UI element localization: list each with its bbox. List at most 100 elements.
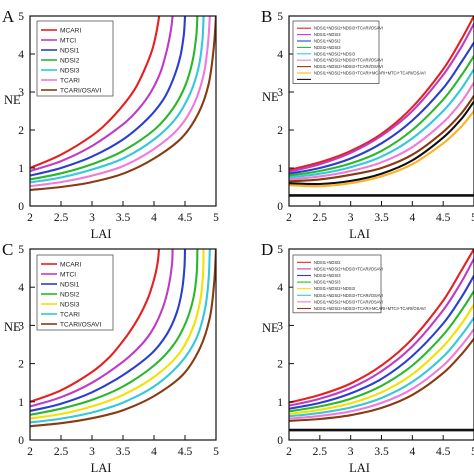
- legend-entry: NDSI1: [60, 281, 80, 288]
- series-line-8: [289, 109, 474, 188]
- x-tick-label: 4.5: [178, 212, 193, 224]
- y-tick-label: 4: [18, 282, 24, 294]
- series-line-1: [289, 16, 474, 171]
- y-tick-label: 1: [18, 163, 24, 175]
- legend-entry: NDSI2: [60, 57, 80, 64]
- x-tick-label: 4.5: [178, 446, 193, 458]
- series-line-7: [30, 249, 216, 428]
- y-tick-label: 1: [277, 163, 283, 175]
- y-tick-label: 4: [18, 49, 24, 61]
- y-tick-label: 5: [277, 244, 283, 256]
- panel-d: 2 2.5 3 3.5 4 4.5 5012345LAINEDNDSI1+NDSI2NDSI…: [261, 240, 474, 474]
- legend-box: [292, 254, 382, 314]
- series-group: [289, 249, 474, 432]
- x-tick-label: 4.5: [436, 446, 451, 458]
- series-line-1: [30, 249, 161, 403]
- y-tick-label: 4: [277, 282, 283, 294]
- y-tick-label: 2: [18, 125, 24, 137]
- y-tick-label: 1: [18, 397, 24, 409]
- series-line-4: [289, 54, 474, 177]
- x-tick-label: 5: [471, 446, 474, 458]
- series-line-3: [30, 16, 187, 177]
- y-axis-label: NE: [4, 320, 21, 334]
- x-tick-label: 3: [89, 446, 95, 458]
- series-group: [30, 16, 216, 192]
- legend-entry: NDSI1+NDSI2+NDSI3+TCARI+MCARI+MTCI+TCARI…: [314, 70, 426, 75]
- panel-letter: B: [261, 7, 272, 26]
- series-line-6: [30, 16, 211, 188]
- panel-letter: C: [2, 240, 13, 259]
- series-line-4: [289, 289, 474, 413]
- series-line-6: [289, 316, 474, 418]
- legend-entry: NDSI1+NDSI3: [314, 32, 341, 37]
- legend-entry: MTCI: [60, 271, 76, 278]
- legend-entry: TCARI/OSAVI: [60, 87, 101, 94]
- y-tick-label: 0: [277, 201, 283, 213]
- legend: NDSI1+NDSI2NDSI1+NDSI2+NDSI3+TCARI/OSAVI…: [292, 254, 426, 314]
- legend-entry: NDSI1+NDSI2+NDSI3+TCARI/OSAVI: [314, 266, 383, 271]
- y-tick-label: 1: [277, 397, 283, 409]
- legend-entry: TCARI: [60, 311, 80, 318]
- panel-letter: D: [261, 240, 273, 259]
- y-tick-label: 2: [277, 125, 283, 137]
- y-tick-label: 3: [277, 320, 283, 332]
- legend-entry: NDSI1+NDSI2+NDSI3: [314, 286, 356, 291]
- legend-entry: NDSI1+NDSI2+NDSI3+TCARI/OSAVI: [314, 58, 383, 63]
- legend-entry: NDSI1+NDSI2+NDSI3+TCARI+MCARI+MTCI+TCARI…: [314, 306, 426, 311]
- x-axis-label: LAI: [349, 461, 370, 474]
- legend-entry: NDSI1+NDSI2: [314, 260, 341, 265]
- series-line-6: [30, 249, 211, 424]
- legend-entry: MCARI: [60, 261, 81, 268]
- y-tick-label: 3: [277, 87, 283, 99]
- x-tick-label: 3: [348, 212, 354, 224]
- series-line-2: [289, 257, 474, 407]
- series-line-3: [30, 249, 187, 413]
- series-line-1: [30, 16, 161, 170]
- series-line-3: [289, 41, 474, 175]
- legend-entry: NDSI1+NDSI2: [314, 38, 341, 43]
- series-line-6: [289, 81, 474, 181]
- panel-a: 2 2.5 3 3.5 4 4.5 5 0 1 2 3 4 5 LAI NE A MCARI MTCI NDSI1 N…: [2, 7, 219, 241]
- x-tick-label: 4: [409, 446, 415, 458]
- series-line-7: [30, 16, 216, 192]
- y-tick-label: 0: [277, 435, 283, 447]
- series-line-5: [30, 249, 205, 420]
- x-tick-label: 3.5: [374, 446, 389, 458]
- y-tick-label: 5: [277, 11, 283, 23]
- legend-entry: NDSI1+NDSI2+NDSI3+TCARI/OSAVI: [314, 64, 383, 69]
- series-line-4: [30, 16, 199, 181]
- x-tick-label: 2.5: [313, 446, 328, 458]
- legend-entry: NDSI1+NDSI2+NDSI3+TCARI/OSAVI: [314, 26, 383, 31]
- y-tick-label: 5: [18, 11, 24, 23]
- x-tick-label: 5: [471, 212, 474, 224]
- series-group: [30, 249, 216, 428]
- x-tick-label: 4: [151, 446, 157, 458]
- y-tick-label: 2: [18, 359, 24, 371]
- x-tick-label: 4.5: [436, 212, 451, 224]
- legend-entry: TCARI: [60, 77, 80, 84]
- series-line-7: [289, 94, 474, 183]
- x-tick-label: 3.5: [116, 446, 131, 458]
- series-line-3: [289, 274, 474, 410]
- series-line-9: [289, 100, 474, 186]
- series-line-5: [30, 16, 205, 184]
- panel-b: 2 2.5 3 3.5 4 4.5 5 0 1 2 3 4 5 LAI NE B NDSI1+NDSI2+NDS…: [261, 7, 474, 241]
- x-tick-label: 3.5: [374, 212, 389, 224]
- x-tick-label: 3.5: [116, 212, 131, 224]
- series-line-2: [30, 249, 174, 408]
- legend: MCARI MTCI NDSI1 NDSI2 NDSI3 TCARI TCARI/OSAVI: [36, 254, 114, 331]
- legend-entry: NDSI1+NDSI3: [314, 280, 341, 285]
- legend-entry: NDSI3: [60, 301, 80, 308]
- legend-entry: NDSI2+NDSI3: [314, 45, 341, 50]
- legend-entry: NDSI3: [60, 67, 80, 74]
- series-line-4: [30, 249, 199, 416]
- legend-entry: NDSI2+NDSI3: [314, 273, 341, 278]
- y-tick-label: 0: [18, 435, 24, 447]
- series-line-1: [289, 249, 474, 404]
- x-tick-label: 5: [213, 446, 219, 458]
- legend-entry: TCARI/OSAVI: [60, 321, 101, 328]
- y-tick-label: 0: [18, 201, 24, 213]
- legend-entry: NDSI1+NDSI2+NDSI3+TCARI/OSAVI: [314, 293, 383, 298]
- x-tick-label: 4: [409, 212, 415, 224]
